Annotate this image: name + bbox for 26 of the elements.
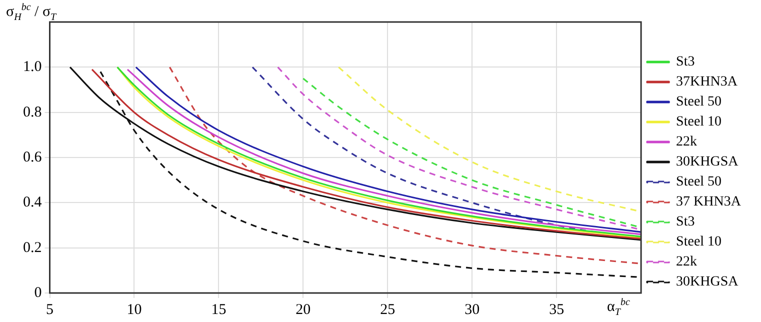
legend-label: Steel 10 xyxy=(676,234,722,250)
legend-label: 37KHN3A xyxy=(676,74,738,90)
legend-label: Steel 50 xyxy=(676,174,722,190)
x-tick-label: 35 xyxy=(549,302,564,318)
legend-label: St3 xyxy=(676,214,695,230)
legend-label: 37 KHN3A xyxy=(676,194,742,210)
y-tick-label: 0.2 xyxy=(23,240,42,256)
y-tick-label: 0.8 xyxy=(23,104,42,120)
x-tick-label: 25 xyxy=(380,302,396,318)
legend-label: 30KHGSA xyxy=(676,274,740,290)
x-tick-label: 15 xyxy=(211,302,226,318)
x-tick-label: 20 xyxy=(296,302,311,318)
x-tick-label: 30 xyxy=(464,302,480,318)
legend-label: St3 xyxy=(676,54,695,70)
y-tick-label: 0.6 xyxy=(23,149,42,166)
legend-label: 30KHGSA xyxy=(676,154,740,170)
x-tick-label: 5 xyxy=(46,302,54,318)
y-axis-title: σ$_{H}$$^{bc}$ / σ$_{T}$ xyxy=(6,2,56,23)
legend-label: Steel 10 xyxy=(676,114,722,130)
y-tick-label: 0.4 xyxy=(23,194,42,211)
legend-label: Steel 50 xyxy=(676,94,722,110)
legend-label: 22k xyxy=(676,134,698,150)
y-tick-label: 1.0 xyxy=(23,59,42,76)
y-tick-label: 0 xyxy=(34,284,42,301)
x-tick-label: 10 xyxy=(126,302,142,318)
legend-label: 22k xyxy=(676,254,698,270)
